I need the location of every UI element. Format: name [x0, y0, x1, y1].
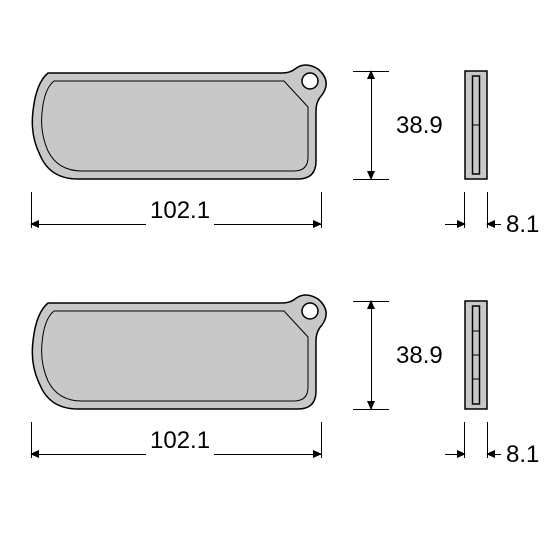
dim-label-width-1: 102.1 — [146, 197, 214, 225]
dim-label-width-2: 102.1 — [146, 427, 214, 455]
dim-label-thickness-2: 8.1 — [506, 441, 539, 469]
dim-line-height-2 — [371, 301, 372, 409]
dim-line-height-1 — [371, 71, 372, 179]
dim-label-thickness-1: 8.1 — [506, 211, 539, 239]
brake-pad-front-1 — [30, 63, 332, 183]
diagram-container: 38.9 102.1 8.1 38.9 102.1 8.1 — [0, 0, 550, 550]
dim-arrow — [445, 224, 465, 225]
brake-pad-front-2 — [30, 293, 332, 413]
dim-arrow — [487, 454, 501, 455]
brake-pad-side-2 — [464, 300, 488, 410]
brake-pad-side-1 — [464, 70, 488, 180]
dim-arrow — [445, 454, 465, 455]
dim-label-height-1: 38.9 — [396, 112, 443, 140]
dim-label-height-2: 38.9 — [396, 342, 443, 370]
dim-arrow — [487, 224, 501, 225]
